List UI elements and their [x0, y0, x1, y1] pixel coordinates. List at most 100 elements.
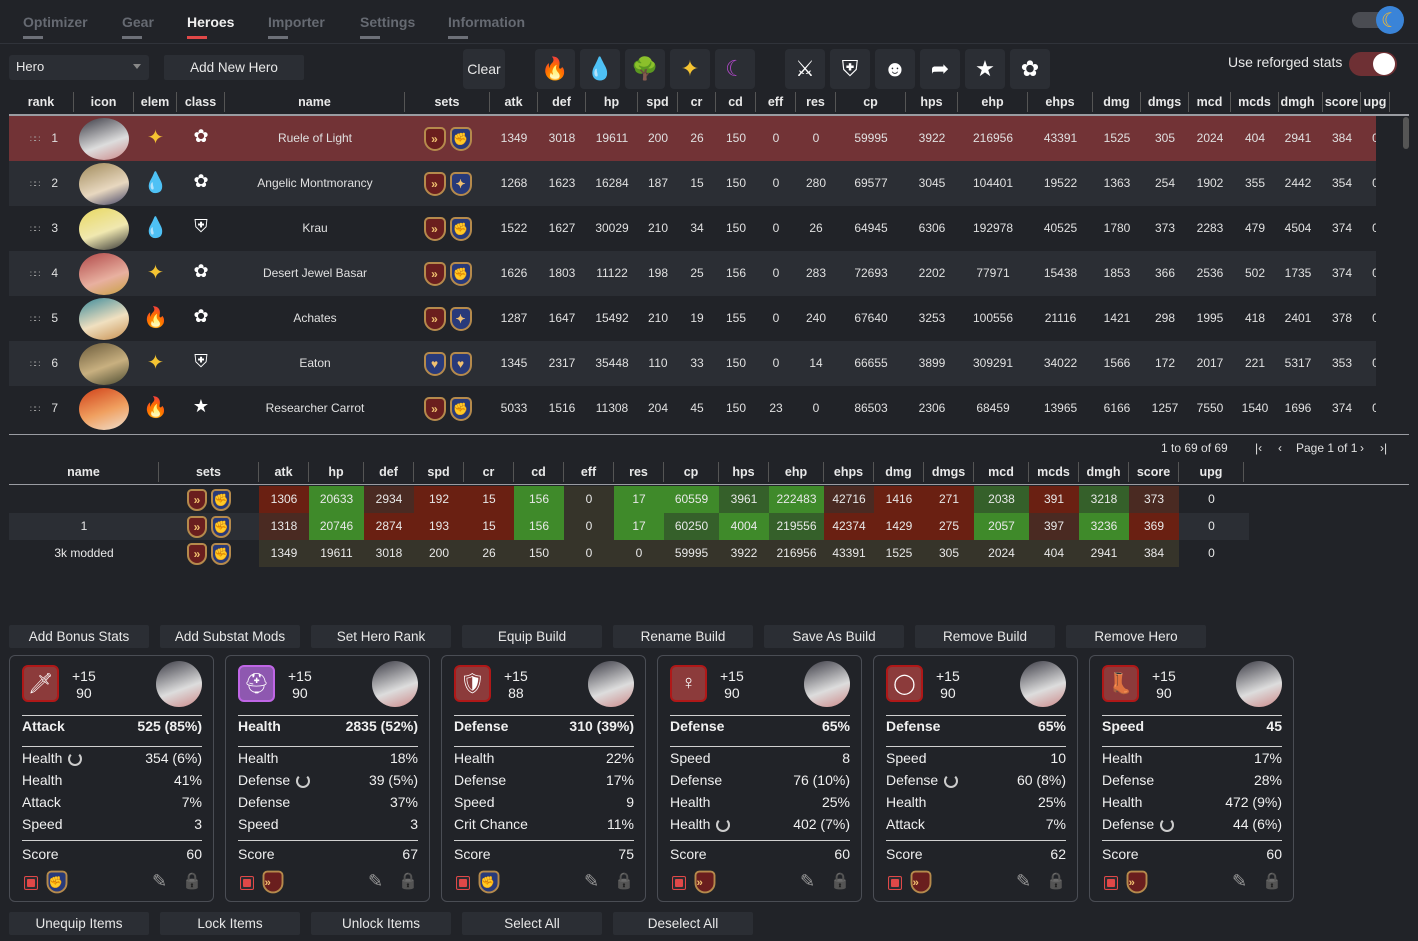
edit-icon[interactable]: ✎	[1232, 871, 1248, 891]
column-header-spd[interactable]: spd	[638, 92, 678, 112]
last-page-icon[interactable]: ›|	[1380, 441, 1388, 455]
build-column-header-hps[interactable]: hps	[719, 462, 769, 482]
column-header-cr[interactable]: cr	[678, 92, 716, 112]
column-header-eff[interactable]: eff	[756, 92, 796, 112]
select-checkbox[interactable]	[456, 876, 470, 890]
column-header-mcds[interactable]: mcds	[1231, 92, 1279, 112]
edit-icon[interactable]: ✎	[368, 871, 384, 891]
build-column-header-mcds[interactable]: mcds	[1029, 462, 1079, 482]
select-checkbox[interactable]	[672, 876, 686, 890]
column-header-class[interactable]: class	[177, 92, 225, 112]
select-checkbox[interactable]	[240, 876, 254, 890]
filter-dark-icon[interactable]: ☾	[715, 49, 755, 89]
tab-gear[interactable]: Gear	[122, 14, 154, 39]
hero-select[interactable]: Hero	[9, 55, 149, 80]
drag-handle-icon[interactable]: ∷∷	[29, 269, 41, 279]
gear-card-weapon[interactable]: 🗡 +15 90 Attack 525 (85%) Health 354 (6%) Healt…	[9, 655, 214, 902]
build-column-header-dmg[interactable]: dmg	[874, 462, 924, 482]
column-header-dmg[interactable]: dmg	[1093, 92, 1141, 112]
hero-row[interactable]: ∷∷ 2 💧 ✿ Angelic Montmorancy » ✦ 1268 1623 16284 1…	[9, 161, 1376, 206]
column-header-ehp[interactable]: ehp	[958, 92, 1028, 112]
lock-items-button[interactable]: Lock Items	[160, 912, 300, 935]
filter-ranger-icon[interactable]: ➦	[920, 49, 960, 89]
filter-warrior-icon[interactable]: ⚔	[785, 49, 825, 89]
lock-icon[interactable]: 🔒	[614, 873, 634, 890]
build-row[interactable]: 3k modded» ✊ 1349 19611 3018 200 26 150 0 0 59995 3…	[9, 540, 1249, 567]
edit-icon[interactable]: ✎	[584, 871, 600, 891]
drag-handle-icon[interactable]: ∷∷	[29, 359, 41, 369]
filter-knight-icon[interactable]: ⛨	[830, 49, 870, 89]
remove-build-button[interactable]: Remove Build	[915, 625, 1055, 648]
column-header-cd[interactable]: cd	[716, 92, 756, 112]
column-header-mcd[interactable]: mcd	[1189, 92, 1231, 112]
gear-card-boots[interactable]: 👢 +15 90 Speed 45 Health 17% Defense 28% Health 47…	[1089, 655, 1294, 902]
reforge-toggle[interactable]	[1349, 52, 1397, 76]
build-column-header-ehps[interactable]: ehps	[824, 462, 874, 482]
add-substat-mods-button[interactable]: Add Substat Mods	[160, 625, 300, 648]
gear-card-armor[interactable]: 🛡 +15 88 Defense 310 (39%) Health 22% Defense 17…	[441, 655, 646, 902]
column-header-res[interactable]: res	[796, 92, 836, 112]
build-column-header-spd[interactable]: spd	[414, 462, 464, 482]
equip-build-button[interactable]: Equip Build	[462, 625, 602, 648]
add-new-hero-button[interactable]: Add New Hero	[164, 55, 304, 80]
column-header-sets[interactable]: sets	[405, 92, 490, 112]
lock-icon[interactable]: 🔒	[398, 873, 418, 890]
build-column-header-atk[interactable]: atk	[259, 462, 309, 482]
hero-row[interactable]: ∷∷ 4 ✦ ✿ Desert Jewel Basar » ✊ 1626 1803 11122 19…	[9, 251, 1376, 296]
edit-icon[interactable]: ✎	[1016, 871, 1032, 891]
build-column-header-dmgs[interactable]: dmgs	[924, 462, 974, 482]
column-header-icon[interactable]: icon	[74, 92, 134, 112]
next-page-icon[interactable]: ›	[1360, 441, 1364, 455]
lock-icon[interactable]: 🔒	[830, 873, 850, 890]
drag-handle-icon[interactable]: ∷∷	[29, 224, 41, 234]
select-checkbox[interactable]	[24, 876, 38, 890]
set-hero-rank-button[interactable]: Set Hero Rank	[311, 625, 451, 648]
build-column-header-eff[interactable]: eff	[564, 462, 614, 482]
build-column-header-cp[interactable]: cp	[664, 462, 719, 482]
remove-hero-button[interactable]: Remove Hero	[1066, 625, 1206, 648]
column-header-elem[interactable]: elem	[134, 92, 177, 112]
filter-light-icon[interactable]: ✦	[670, 49, 710, 89]
lock-icon[interactable]: 🔒	[1262, 873, 1282, 890]
column-header-hps[interactable]: hps	[906, 92, 958, 112]
column-header-cp[interactable]: cp	[836, 92, 906, 112]
lock-icon[interactable]: 🔒	[1046, 873, 1066, 890]
deselect-all-button[interactable]: Deselect All	[613, 912, 753, 935]
build-column-header-hp[interactable]: hp	[309, 462, 364, 482]
filter-earth-icon[interactable]: 🌳	[625, 49, 665, 89]
rename-build-button[interactable]: Rename Build	[613, 625, 753, 648]
tab-information[interactable]: Information	[448, 14, 525, 39]
build-row[interactable]: 1» ✊ 1318 20746 2874 193 15 156 0 17 60250 4004 2195…	[9, 513, 1249, 540]
column-header-name[interactable]: name	[225, 92, 405, 112]
prev-page-icon[interactable]: ‹	[1278, 441, 1282, 455]
gear-card-necklace[interactable]: ♀ +15 90 Defense 65% Speed 8 Defense 76 (10%) Hea…	[657, 655, 862, 902]
filter-thief-icon[interactable]: ☻	[875, 49, 915, 89]
save-as-build-button[interactable]: Save As Build	[764, 625, 904, 648]
filter-ice-icon[interactable]: 💧	[580, 49, 620, 89]
drag-handle-icon[interactable]: ∷∷	[29, 404, 41, 414]
hero-row[interactable]: ∷∷ 1 ✦ ✿ Ruele of Light » ✊ 1349 3018 19611 200 26 1…	[9, 116, 1376, 161]
drag-handle-icon[interactable]: ∷∷	[29, 134, 41, 144]
column-header-ehps[interactable]: ehps	[1028, 92, 1093, 112]
build-column-header-mcd[interactable]: mcd	[974, 462, 1029, 482]
first-page-icon[interactable]: |‹	[1255, 441, 1263, 455]
unlock-items-button[interactable]: Unlock Items	[311, 912, 451, 935]
build-column-header-res[interactable]: res	[614, 462, 664, 482]
gear-card-ring[interactable]: ◯ +15 90 Defense 65% Speed 10 Defense 60 (8%) Hea…	[873, 655, 1078, 902]
build-column-header-dmgh[interactable]: dmgh	[1079, 462, 1129, 482]
filter-mage-icon[interactable]: ★	[965, 49, 1005, 89]
hero-row[interactable]: ∷∷ 6 ✦ ⛨ Eaton ♥ ♥ 1345 2317 35448 110 33 150 0 14 6665…	[9, 341, 1376, 386]
gear-card-helmet[interactable]: ⛑ +15 90 Health 2835 (52%) Health 18% Defense 39…	[225, 655, 430, 902]
table-scrollbar[interactable]	[1403, 117, 1409, 149]
tab-heroes[interactable]: Heroes	[187, 14, 234, 39]
build-column-header-def[interactable]: def	[364, 462, 414, 482]
build-row[interactable]: » ✊ 1306 20633 2934 192 15 156 0 17 60559 3961 22248…	[9, 486, 1249, 513]
column-header-rank[interactable]: rank	[9, 92, 74, 112]
column-header-score[interactable]: score	[1323, 92, 1361, 112]
build-column-header-sets[interactable]: sets	[159, 462, 259, 482]
build-column-header-name[interactable]: name	[9, 462, 159, 482]
add-bonus-stats-button[interactable]: Add Bonus Stats	[9, 625, 149, 648]
select-checkbox[interactable]	[888, 876, 902, 890]
column-header-dmgh[interactable]: dmgh	[1273, 92, 1323, 112]
tab-optimizer[interactable]: Optimizer	[23, 14, 88, 39]
